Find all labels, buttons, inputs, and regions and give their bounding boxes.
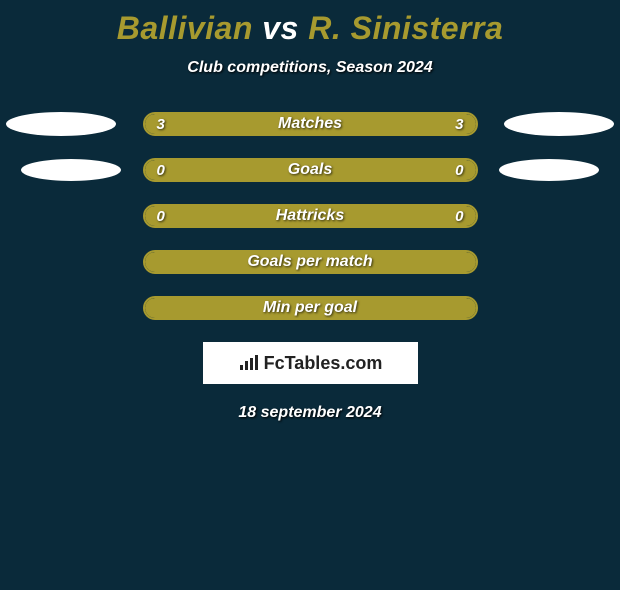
stat-label: Goals <box>145 160 476 180</box>
left-ellipse-container <box>0 112 130 136</box>
logo-box: FcTables.com <box>203 342 418 384</box>
stat-rows: 33Matches 00Goals 00Hattricks Goals per mat… <box>0 112 620 320</box>
player2-name: R. Sinisterra <box>308 10 503 46</box>
stat-row: Min per goal <box>0 296 620 320</box>
date: 18 september 2024 <box>0 404 620 422</box>
player1-stat-ellipse <box>21 159 121 181</box>
vs-text: vs <box>262 10 299 46</box>
logo-text: FcTables.com <box>264 353 383 374</box>
stat-row: 00Goals <box>0 158 620 182</box>
right-ellipse-container <box>490 250 620 274</box>
stat-bar: 00Goals <box>143 158 478 182</box>
player1-stat-ellipse <box>6 112 116 136</box>
stat-row: 33Matches <box>0 112 620 136</box>
right-ellipse-container <box>490 158 620 182</box>
left-ellipse-container <box>0 250 130 274</box>
left-ellipse-container <box>0 158 130 182</box>
stat-row: Goals per match <box>0 250 620 274</box>
stat-label: Min per goal <box>145 298 476 318</box>
stat-label: Matches <box>145 114 476 134</box>
stat-label: Goals per match <box>145 252 476 272</box>
player2-stat-ellipse <box>504 112 614 136</box>
right-ellipse-container <box>490 112 620 136</box>
player1-name: Ballivian <box>117 10 253 46</box>
subtitle: Club competitions, Season 2024 <box>0 59 620 77</box>
stat-bar: Goals per match <box>143 250 478 274</box>
right-ellipse-container <box>490 204 620 228</box>
stat-label: Hattricks <box>145 206 476 226</box>
right-ellipse-container <box>490 296 620 320</box>
stat-bar: Min per goal <box>143 296 478 320</box>
player2-stat-ellipse <box>499 159 599 181</box>
logo: FcTables.com <box>238 353 383 374</box>
left-ellipse-container <box>0 204 130 228</box>
comparison-title: Ballivian vs R. Sinisterra <box>0 10 620 47</box>
chart-icon <box>238 354 260 372</box>
stat-bar: 00Hattricks <box>143 204 478 228</box>
stat-bar: 33Matches <box>143 112 478 136</box>
stat-row: 00Hattricks <box>0 204 620 228</box>
left-ellipse-container <box>0 296 130 320</box>
